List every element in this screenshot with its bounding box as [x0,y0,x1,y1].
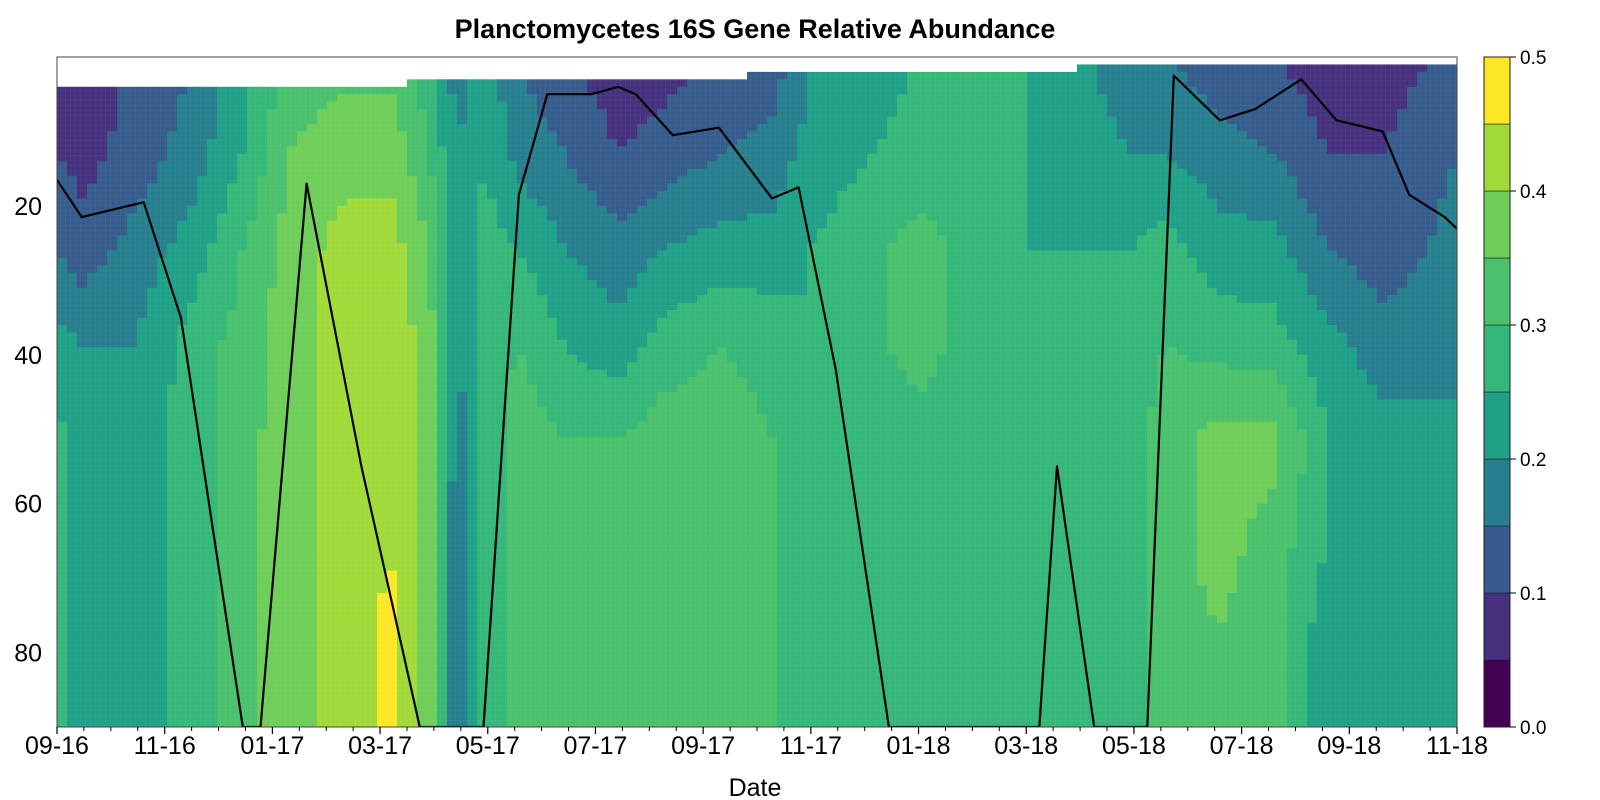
chart-title: Planctomycetes 16S Gene Relative Abundan… [455,14,1056,44]
plot-area [57,57,1457,727]
